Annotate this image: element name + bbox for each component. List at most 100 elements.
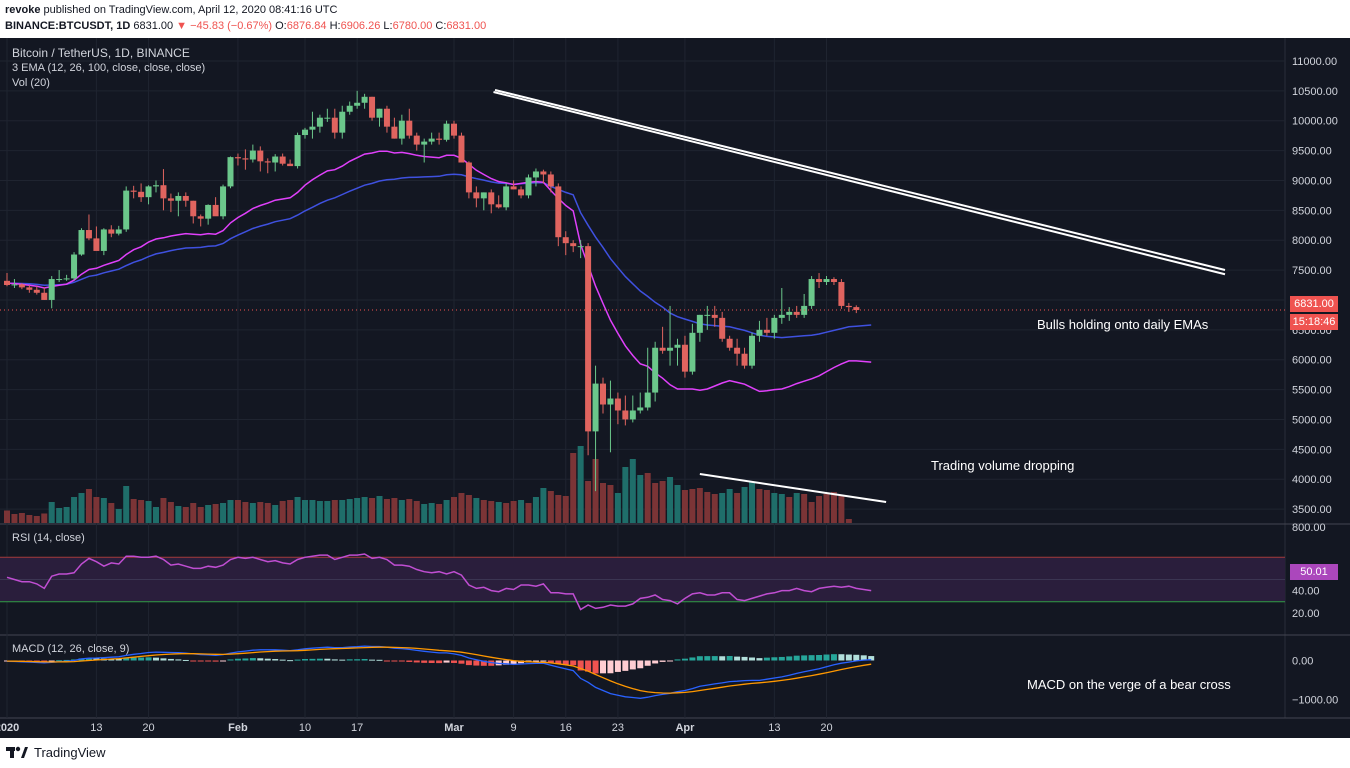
macd-histogram-bar: [428, 660, 435, 663]
macd-histogram-bar: [778, 656, 785, 661]
candle-body: [510, 186, 517, 190]
volume-bar: [376, 496, 383, 523]
candle-body: [629, 410, 636, 420]
macd-histogram-bar: [592, 660, 599, 674]
candle-body: [302, 129, 308, 136]
candle-body: [413, 135, 420, 145]
ema-legend[interactable]: 3 EMA (12, 26, 100, close, close, close): [12, 62, 206, 74]
macd-legend[interactable]: MACD (12, 26, close, 9): [12, 643, 130, 655]
candle-body: [525, 177, 532, 196]
volume-bar: [443, 500, 450, 523]
price-tick-label-12: 5000.00: [1292, 414, 1332, 426]
macd-histogram-bar: [451, 660, 457, 663]
volume-bar: [234, 500, 241, 523]
candle-body: [667, 347, 674, 351]
macd-histogram-bar: [227, 659, 234, 661]
publication-header: revoke published on TradingView.com, Apr…: [0, 0, 1350, 38]
macd-histogram-bar: [808, 655, 815, 661]
time-tick-label-12: 20: [820, 722, 832, 734]
candle-body: [279, 156, 286, 164]
macd-histogram-bar: [741, 656, 748, 661]
tradingview-logo[interactable]: TradingView: [6, 744, 106, 760]
macd-histogram-bar: [197, 660, 204, 662]
volume-bar: [756, 489, 763, 523]
volume-trendline: [699, 473, 887, 503]
candle-body: [234, 157, 241, 159]
volume-bar: [711, 494, 718, 523]
candle-body: [339, 111, 346, 133]
macd-histogram-bar: [123, 658, 130, 661]
chart-svg[interactable]: 11000.00 10500.00 10000.00 9500.00 9000.00 85…: [0, 38, 1350, 738]
macd-histogram-bar: [674, 659, 681, 661]
candle-body: [734, 347, 741, 354]
volume-legend[interactable]: Vol (20): [12, 77, 50, 89]
macd-histogram-bar: [458, 660, 465, 664]
volume-bar: [383, 499, 390, 523]
macd-histogram-bar: [257, 658, 264, 661]
volume-bar: [63, 507, 70, 523]
candle-body: [473, 192, 480, 199]
volume-bar: [510, 501, 517, 523]
candle-body: [197, 216, 204, 219]
volume-bar: [793, 493, 800, 523]
volume-bar: [18, 513, 25, 523]
volume-bar: [41, 513, 48, 523]
time-tick-label-0: 2020: [0, 722, 19, 734]
volume-bar: [428, 503, 435, 523]
candle-body: [503, 186, 510, 208]
candle-body: [130, 190, 137, 192]
publication-info: revoke published on TradingView.com, Apr…: [5, 4, 337, 16]
macd-histogram-bar: [830, 654, 837, 661]
time-tick-label-11: 13: [768, 722, 780, 734]
published-text: published on TradingView.com, April 12, …: [43, 4, 338, 16]
candle-body: [18, 284, 25, 288]
macd-line: [6, 645, 872, 699]
macd-histogram-bar: [734, 656, 741, 661]
candle-body: [674, 344, 681, 348]
volume-bar: [458, 493, 465, 523]
ohlc-l-label: L:: [383, 20, 393, 32]
price-tick-label-14: 4000.00: [1292, 474, 1332, 486]
macd-histogram-bar: [264, 658, 271, 661]
price-tick-label-15: 3500.00: [1292, 504, 1332, 516]
volume-bar: [78, 493, 85, 523]
publisher-name[interactable]: revoke: [5, 4, 41, 16]
candle-body: [562, 237, 569, 244]
symbol-label[interactable]: BINANCE:BTCUSDT, 1D: [5, 20, 131, 32]
candle-body: [93, 238, 100, 251]
macd-histogram-bar: [637, 660, 644, 669]
macd-histogram-bar: [465, 660, 472, 666]
candle-body: [756, 329, 763, 336]
price-tick-label-0: 11000.00: [1292, 56, 1337, 68]
macd-histogram-bar: [33, 660, 40, 662]
macd-histogram-bar: [294, 659, 301, 661]
volume-bar: [26, 515, 33, 523]
macd-histogram-bar: [681, 658, 688, 661]
price-tick-label-4: 9000.00: [1292, 175, 1332, 187]
candle-body: [220, 186, 227, 217]
macd-histogram-bar: [816, 655, 823, 661]
volume-bar: [503, 503, 510, 523]
volume-bar: [719, 493, 726, 523]
ohlc-high: 6906.26: [340, 20, 381, 32]
chart-title-legend[interactable]: Bitcoin / TetherUS, 1D, BINANCE: [12, 46, 190, 60]
volume-bar: [436, 504, 443, 523]
macd-histogram-bar: [354, 659, 361, 661]
volume-bar: [421, 504, 428, 523]
macd-histogram-bar: [383, 660, 390, 662]
volume-bar: [85, 489, 92, 523]
time-tick-label-1: 13: [90, 722, 102, 734]
rsi-legend[interactable]: RSI (14, close): [12, 532, 85, 544]
volume-bar: [4, 510, 10, 523]
macd-histogram-bar: [413, 660, 420, 663]
macd-histogram-bar: [577, 660, 584, 671]
price-badge: 6831.00: [1290, 296, 1338, 312]
volume-bar: [138, 500, 145, 523]
candle-body: [354, 102, 361, 106]
volume-bar: [830, 492, 837, 523]
candle-body: [547, 174, 554, 187]
candle-body: [771, 317, 778, 333]
chart-area[interactable]: 11000.00 10500.00 10000.00 9500.00 9000.00 85…: [0, 38, 1350, 738]
candle-body: [115, 229, 122, 234]
macd-histogram-bar: [167, 658, 174, 661]
